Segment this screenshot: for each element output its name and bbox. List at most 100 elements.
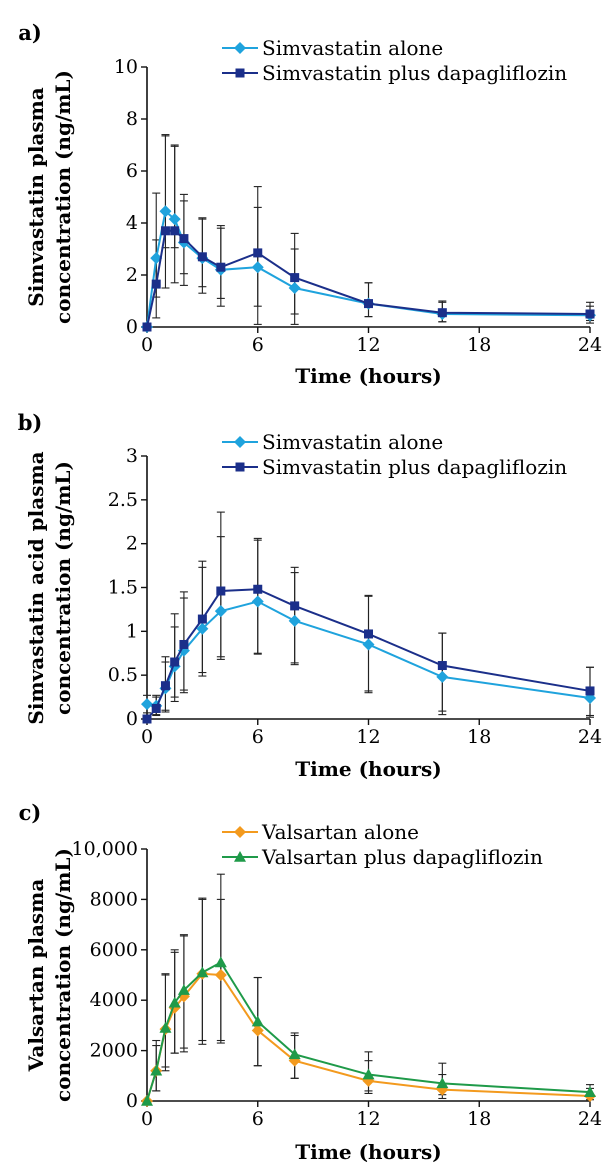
data-point	[364, 299, 373, 309]
data-point	[179, 639, 189, 649]
x-tick-label: 24	[578, 1108, 602, 1130]
y-axis-title-line-2: concentration (ng/mL)	[51, 848, 75, 1102]
x-axis-title: Time (hours)	[295, 364, 441, 388]
legend-marker	[234, 826, 246, 838]
data-point	[585, 686, 595, 696]
data-point	[141, 698, 153, 711]
data-point	[179, 234, 189, 244]
error-bars-series-1	[152, 135, 594, 323]
y-tick-label: 3	[126, 445, 138, 467]
legend-label: Valsartan plus dapagliflozin	[261, 845, 543, 869]
data-point	[177, 984, 190, 995]
chart-panel-3: c) 0 2000 4000 6000 8000 10,000 0 6 12 18 24 Time (h…	[19, 800, 602, 1164]
y-tick-label: 2.5	[108, 489, 138, 511]
data-point	[216, 262, 226, 272]
panel-label: b)	[18, 410, 43, 435]
data-point	[170, 226, 180, 236]
data-point	[168, 213, 181, 226]
y-axis-title-line-1: Simvastatin plasma	[24, 87, 48, 307]
legend-entry-1: Simvastatin alone	[222, 36, 443, 60]
data-point	[196, 966, 209, 978]
data-point	[437, 308, 447, 318]
x-tick-label: 0	[141, 334, 153, 356]
data-point	[214, 605, 227, 618]
error-bars-series-1	[152, 897, 594, 1101]
data-point	[251, 261, 264, 274]
data-point	[362, 1068, 375, 1080]
data-point	[150, 1064, 163, 1076]
data-point	[159, 205, 172, 218]
data-point	[196, 622, 209, 635]
x-tick-label: 18	[467, 1108, 491, 1130]
data-point	[253, 248, 263, 258]
legend-entry-1: Simvastatin alone	[222, 430, 443, 454]
data-point	[197, 614, 207, 624]
panel-label: c)	[19, 800, 42, 825]
y-tick-label: 1.5	[108, 577, 138, 599]
data-point	[141, 1095, 153, 1106]
legend-marker	[234, 851, 246, 862]
x-tick-label: 18	[467, 726, 491, 748]
data-point	[364, 629, 373, 639]
data-point	[168, 996, 181, 1008]
legend-label: Simvastatin plus dapagliflozin	[262, 61, 567, 85]
x-tick-label: 24	[578, 726, 602, 748]
legend-entry-1: Valsartan alone	[222, 820, 419, 844]
x-tick-label: 6	[252, 1108, 264, 1130]
data-point	[436, 670, 449, 683]
x-tick-label: 12	[356, 726, 380, 748]
y-tick-label: 0	[126, 708, 138, 730]
x-tick-label: 0	[141, 1108, 153, 1130]
error-bars-series-2	[152, 873, 594, 1098]
y-tick-label: 6000	[90, 939, 138, 961]
data-point	[151, 279, 161, 289]
y-axis-title-line-1: Valsartan plasma	[24, 879, 48, 1073]
data-point	[251, 595, 264, 608]
y-tick-label: 0	[126, 316, 138, 338]
y-tick-label: 4	[126, 212, 138, 234]
y-axis-title-line-2: concentration (ng/mL)	[51, 70, 75, 324]
y-tick-label: 8000	[90, 888, 138, 910]
data-point	[160, 681, 170, 691]
data-point	[585, 309, 595, 319]
data-point	[214, 956, 227, 968]
data-point	[159, 1021, 172, 1033]
legend-entry-2: Valsartan plus dapagliflozin	[222, 845, 543, 869]
chart-panel-2: b) 0 0.5 1 1.5 2 2.5 3 0 6 12 18 24 Time (hours) Simva…	[18, 410, 602, 781]
data-point	[253, 584, 263, 594]
x-axis-title: Time (hours)	[295, 1140, 441, 1164]
data-point	[214, 969, 227, 981]
series-line-2	[146, 961, 591, 1102]
x-tick-label: 6	[252, 726, 264, 748]
y-tick-label: 8	[126, 108, 138, 130]
data-point	[170, 657, 180, 667]
y-axis-title-line-1: Simvastatin acid plasma	[24, 451, 48, 724]
legend-entry-2: Simvastatin plus dapagliflozin	[222, 61, 567, 85]
y-tick-label: 0.5	[108, 664, 138, 686]
legend-marker	[235, 68, 245, 78]
y-tick-label: 10	[114, 56, 138, 78]
y-tick-label: 4000	[90, 989, 138, 1011]
error-bars-series-2	[152, 134, 594, 325]
legend-marker	[234, 436, 246, 448]
y-tick-label: 2	[126, 533, 138, 555]
data-point	[160, 226, 170, 236]
data-point	[584, 1086, 596, 1097]
legend-label: Simvastatin alone	[262, 430, 443, 454]
data-point	[290, 273, 300, 283]
panel-label: a)	[18, 20, 42, 45]
data-point	[142, 322, 152, 332]
y-tick-label: 2	[126, 264, 138, 286]
x-tick-label: 18	[467, 334, 491, 356]
x-axis-title: Time (hours)	[295, 757, 441, 781]
x-tick-label: 24	[578, 334, 602, 356]
y-tick-label: 2000	[90, 1040, 138, 1062]
data-point	[362, 638, 375, 651]
data-point	[251, 1024, 264, 1037]
data-point	[197, 252, 207, 262]
series-line-2	[146, 229, 591, 328]
legend-marker	[234, 42, 246, 54]
